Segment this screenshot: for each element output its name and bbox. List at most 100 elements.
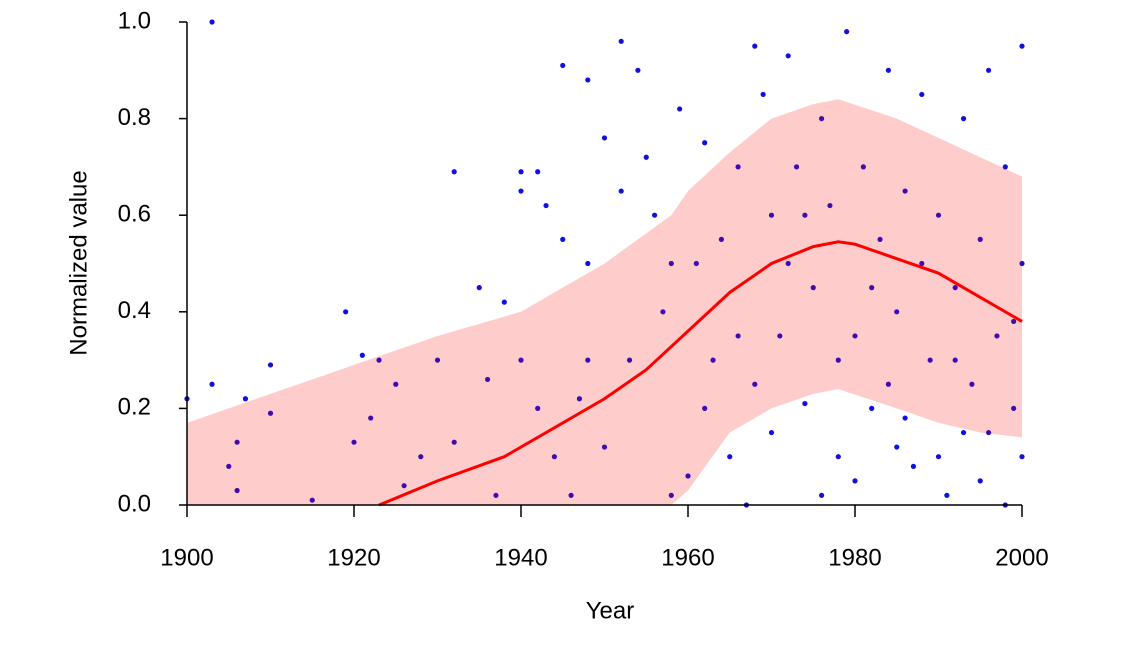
data-point bbox=[601, 444, 608, 450]
data-point bbox=[969, 381, 975, 387]
data-point bbox=[802, 400, 808, 407]
data-point bbox=[752, 381, 758, 387]
data-point bbox=[626, 357, 633, 363]
data-point bbox=[852, 478, 858, 484]
y-tick-label: 0.0 bbox=[118, 490, 151, 517]
data-point bbox=[902, 415, 908, 421]
data-point bbox=[702, 140, 708, 146]
data-point bbox=[518, 169, 524, 175]
data-point bbox=[267, 362, 274, 368]
data-point bbox=[501, 299, 507, 305]
data-point bbox=[585, 77, 591, 83]
data-point bbox=[451, 439, 457, 445]
x-tick-label: 1920 bbox=[327, 544, 380, 571]
data-point bbox=[535, 169, 541, 175]
data-point bbox=[476, 285, 482, 291]
data-point bbox=[819, 116, 825, 122]
data-point bbox=[760, 91, 766, 98]
data-point bbox=[919, 91, 925, 98]
data-point bbox=[434, 357, 441, 363]
data-point bbox=[668, 260, 674, 267]
data-point bbox=[668, 492, 674, 498]
data-point bbox=[543, 202, 549, 209]
data-point bbox=[752, 43, 758, 49]
data-point bbox=[376, 357, 382, 363]
data-point bbox=[601, 135, 608, 141]
data-point bbox=[885, 381, 892, 387]
data-point bbox=[735, 164, 741, 170]
data-point bbox=[535, 405, 541, 411]
data-point bbox=[927, 357, 933, 363]
y-tick-label: 0.6 bbox=[118, 201, 151, 228]
data-point bbox=[869, 285, 875, 291]
data-point bbox=[919, 260, 925, 267]
data-point bbox=[835, 454, 841, 460]
data-point bbox=[518, 188, 524, 194]
data-point bbox=[768, 212, 775, 218]
data-point bbox=[359, 352, 365, 358]
data-point bbox=[635, 67, 641, 73]
data-point bbox=[869, 405, 875, 411]
data-point bbox=[585, 357, 591, 363]
data-point bbox=[568, 492, 574, 498]
data-point bbox=[877, 236, 883, 242]
x-tick-label: 1900 bbox=[160, 544, 213, 571]
y-tick-label: 0.2 bbox=[118, 394, 151, 421]
data-point bbox=[935, 454, 942, 460]
data-point bbox=[910, 463, 917, 469]
data-point bbox=[351, 439, 357, 445]
data-point bbox=[702, 405, 708, 411]
data-point bbox=[793, 164, 800, 170]
data-point bbox=[309, 497, 315, 503]
data-point bbox=[1019, 454, 1025, 460]
data-point bbox=[960, 429, 967, 436]
data-point bbox=[827, 202, 833, 209]
data-point bbox=[660, 309, 666, 315]
data-point bbox=[643, 154, 649, 160]
data-point bbox=[234, 439, 240, 445]
data-point bbox=[685, 473, 691, 479]
data-point bbox=[393, 381, 399, 387]
data-point bbox=[493, 492, 499, 498]
data-point bbox=[1002, 164, 1008, 170]
data-point bbox=[1011, 318, 1017, 325]
y-tick-label: 0.4 bbox=[118, 297, 151, 324]
data-point bbox=[952, 285, 958, 291]
x-tick-label: 1980 bbox=[828, 544, 881, 571]
data-point bbox=[986, 429, 992, 436]
data-point bbox=[819, 492, 825, 498]
trend-line bbox=[378, 240, 1023, 507]
data-point bbox=[785, 260, 791, 267]
data-point bbox=[343, 309, 349, 315]
data-point bbox=[551, 454, 558, 460]
confidence-band bbox=[187, 99, 1022, 505]
data-point bbox=[944, 492, 950, 498]
data-point bbox=[585, 260, 591, 267]
data-point bbox=[560, 236, 566, 242]
data-point bbox=[267, 410, 274, 416]
y-axis-label: Normalized value bbox=[65, 170, 92, 355]
data-point bbox=[935, 212, 942, 218]
x-tick-label: 1940 bbox=[494, 544, 547, 571]
data-point bbox=[785, 53, 791, 59]
data-point bbox=[618, 38, 624, 44]
data-point bbox=[485, 376, 491, 383]
data-point bbox=[777, 333, 783, 339]
x-tick-label: 1960 bbox=[661, 544, 714, 571]
data-point bbox=[242, 396, 249, 402]
data-point bbox=[885, 67, 892, 73]
data-point bbox=[418, 454, 424, 460]
data-point bbox=[451, 169, 457, 175]
data-point bbox=[844, 29, 850, 35]
data-point bbox=[894, 309, 900, 315]
data-point bbox=[560, 62, 566, 69]
data-point bbox=[401, 483, 407, 489]
data-point bbox=[977, 236, 983, 242]
data-point bbox=[994, 333, 1000, 339]
data-point bbox=[710, 357, 716, 363]
data-point bbox=[518, 357, 524, 363]
data-point bbox=[209, 381, 215, 387]
data-point bbox=[810, 285, 816, 291]
